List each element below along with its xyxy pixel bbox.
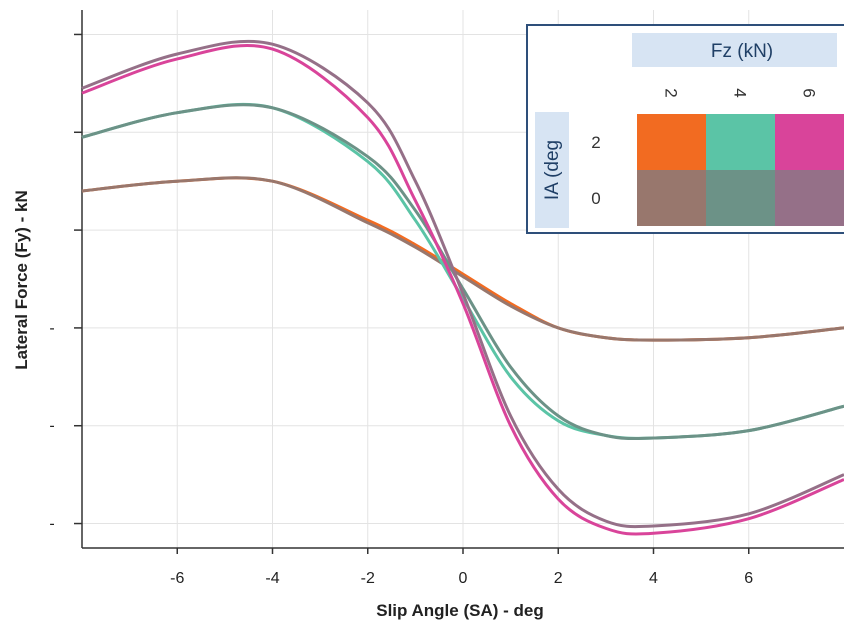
series-lines [81,39,844,536]
series-line-fz6-ia0 [81,39,844,529]
legend-swatch [637,114,706,170]
y-axis-title: Lateral Force (Fy) - kN [12,190,31,370]
series-line-fz4-ia0 [81,103,844,441]
legend-swatch [706,114,775,170]
x-tick-label: 4 [649,570,658,587]
x-tick-label: -2 [361,570,375,587]
y-tick-label: - [49,320,54,337]
legend-row-title-bg [535,112,569,228]
x-axis-title: Slip Angle (SA) - deg [376,601,543,620]
x-tick-label: -6 [170,570,184,587]
legend-col-label: 2 [662,88,681,97]
legend-col-label: 6 [800,88,819,97]
x-tick-label: -4 [265,570,279,587]
series-line-fz2-ia0 [81,176,844,342]
series-line-fz6-ia2 [81,44,844,536]
legend-row-label: 2 [591,133,600,152]
legend-swatches [637,114,844,226]
legend-swatch [706,170,775,226]
legend-swatch [775,170,844,226]
legend-row-label: 0 [591,189,600,208]
y-tick-label: - [49,516,54,533]
axes [74,10,844,554]
legend: Fz (kN) IA (deg 2 4 6 2 0 [526,24,844,234]
legend-swatch [775,114,844,170]
tick-labels: -6 -4 -2 0 2 4 6 - - - [49,320,753,587]
legend-col-title-bg [632,33,837,67]
legend-col-label: 4 [731,88,750,97]
x-tick-label: 6 [744,570,753,587]
legend-swatch [637,170,706,226]
legend-labels: 2 4 6 2 0 [591,88,818,208]
legend-row-title: IA (deg [542,140,563,200]
x-tick-label: 2 [554,570,563,587]
legend-col-title: Fz (kN) [711,41,773,62]
x-tick-label: 0 [459,570,468,587]
y-tick-label: - [49,418,54,435]
